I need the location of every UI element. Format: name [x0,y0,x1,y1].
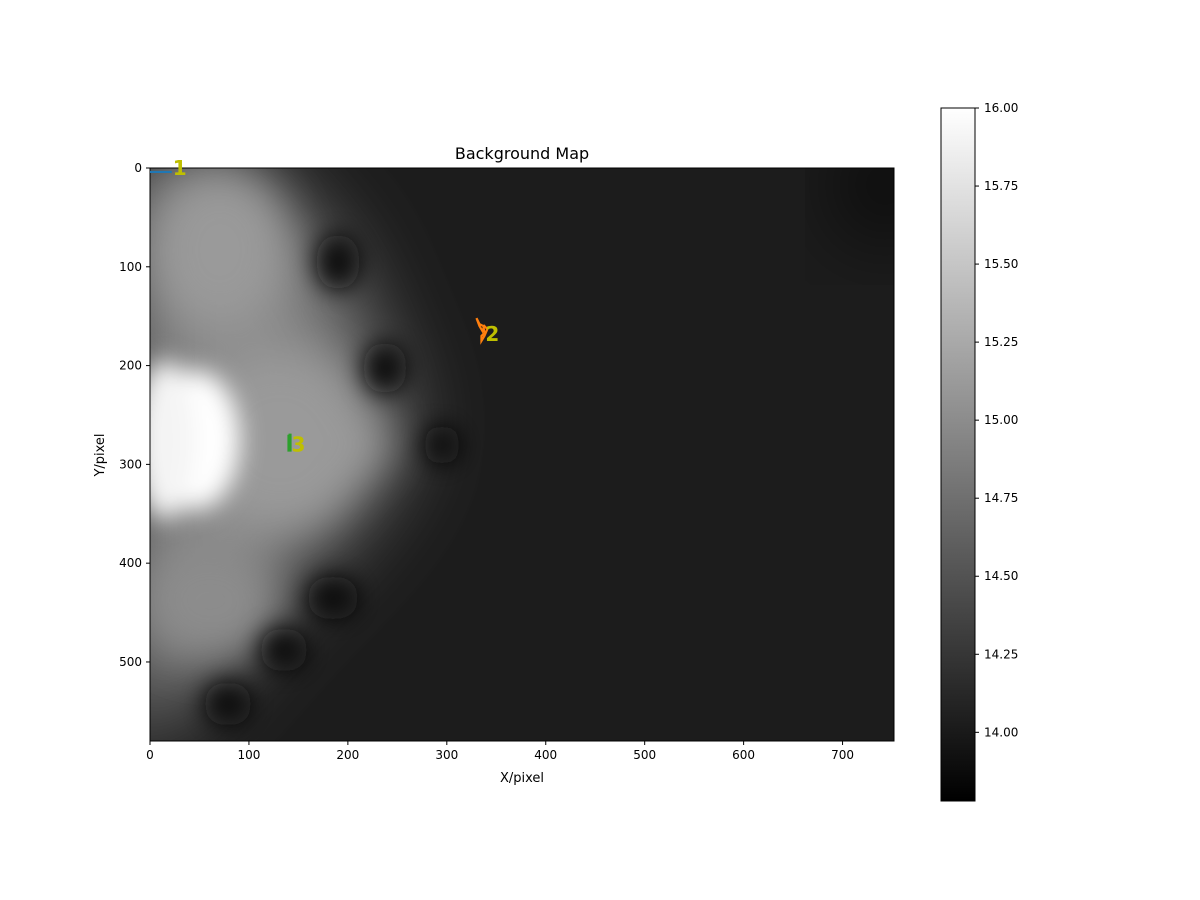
colorbar-tick-label: 16.00 [984,101,1018,115]
x-axis: 0 100 200 300 400 500 600 700 [146,741,854,762]
x-tick-label: 100 [237,748,260,762]
y-tick-label: 200 [119,359,142,373]
colorbar [940,107,976,802]
dark-spot-1 [316,234,360,290]
x-tick-label: 300 [435,748,458,762]
grey-lobe-right [320,415,390,475]
y-tick-label: 500 [119,655,142,669]
y-axis: 0 100 200 300 400 500 [119,161,150,669]
colorbar-tick-label: 15.00 [984,413,1018,427]
bright-core-edge [150,360,195,520]
regions-layer: 1 2 3 [150,156,499,457]
y-tick-label: 400 [119,556,142,570]
region-2-contour [475,317,489,345]
colorbar-tick-label: 14.50 [984,569,1018,583]
region-3-label: 3 [291,433,305,457]
x-tick-label: 200 [336,748,359,762]
dark-spot-3 [424,425,460,465]
x-tick-label: 500 [633,748,656,762]
colorbar-tick-label: 14.25 [984,647,1018,661]
dark-spot-4 [307,576,359,620]
colorbar-tick-label: 15.25 [984,335,1018,349]
colorbar-tick-label: 14.00 [984,725,1018,739]
dark-corner [845,168,894,235]
grey-lobe-mid [190,350,370,530]
chart-title: Background Map [455,144,589,163]
region-3-contour [287,433,292,452]
colorbar-tick-label: 15.50 [984,257,1018,271]
y-tick-label: 300 [119,457,142,471]
heatmap-image [150,168,894,741]
region-2-label: 2 [485,322,499,346]
x-tick-label: 600 [732,748,755,762]
x-tick-label: 400 [534,748,557,762]
y-tick-label: 0 [134,161,142,175]
x-tick-label: 0 [146,748,154,762]
region-1-label: 1 [173,156,187,180]
plot-frame [149,167,895,742]
y-tick-label: 100 [119,260,142,274]
colorbar-axis: 14.00 14.25 14.50 14.75 15.00 15.25 15.50 15.75… [975,101,1018,739]
colorbar-tick-label: 15.75 [984,179,1018,193]
dark-spot-6 [204,682,252,726]
dark-spot-5 [260,628,308,672]
y-axis-label: Y/pixel [93,433,108,477]
dark-spot-2 [363,342,407,394]
x-tick-label: 700 [831,748,854,762]
x-axis-label: X/pixel [500,771,544,786]
grey-lobe-lower [150,540,280,660]
grey-lobe-upper [150,170,290,330]
colorbar-tick-label: 14.75 [984,491,1018,505]
